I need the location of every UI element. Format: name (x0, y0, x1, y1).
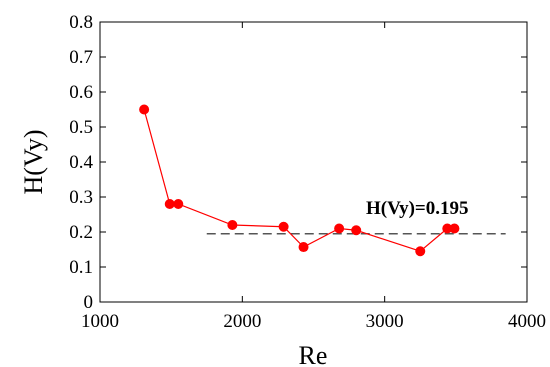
series-line (143, 109, 455, 252)
y-tick-label: 0.3 (69, 187, 93, 208)
data-point (351, 225, 362, 236)
data-series (139, 104, 460, 257)
y-tick-label: 0.2 (69, 222, 93, 243)
x-tick-label: 1000 (81, 311, 119, 332)
data-point (164, 199, 175, 209)
y-tick-label: 0.6 (69, 82, 93, 103)
data-point (173, 199, 184, 209)
y-tick-label: 0.5 (69, 117, 93, 138)
annotation-label: H(Vy)=0.195 (366, 198, 469, 219)
data-point (278, 221, 289, 232)
data-point (334, 223, 345, 234)
y-axis-title: H(Vy) (19, 130, 48, 195)
plot-area (99, 21, 528, 303)
y-tick-label: 0.8 (69, 12, 93, 33)
y-tick-label: 0.4 (69, 152, 93, 173)
data-point (442, 223, 453, 234)
x-tick-label: 4000 (508, 311, 546, 332)
data-point (227, 220, 238, 230)
x-axis-title: Re (299, 341, 328, 367)
y-axis: 0 0.1 0.2 0.3 0.4 0.5 0.6 0.7 0.8 (69, 12, 527, 313)
y-tick-label: 0.7 (69, 47, 93, 68)
plot-frame (99, 21, 528, 303)
data-point (139, 104, 150, 115)
x-tick-label: 2000 (223, 311, 261, 332)
y-tick-label: 0 (84, 292, 94, 313)
data-point (415, 246, 426, 257)
y-tick-label: 0.1 (69, 257, 93, 278)
x-tick-label: 3000 (366, 311, 404, 332)
x-axis: 1000 2000 3000 4000 (81, 22, 546, 332)
data-point (449, 223, 460, 234)
data-point (298, 242, 309, 253)
